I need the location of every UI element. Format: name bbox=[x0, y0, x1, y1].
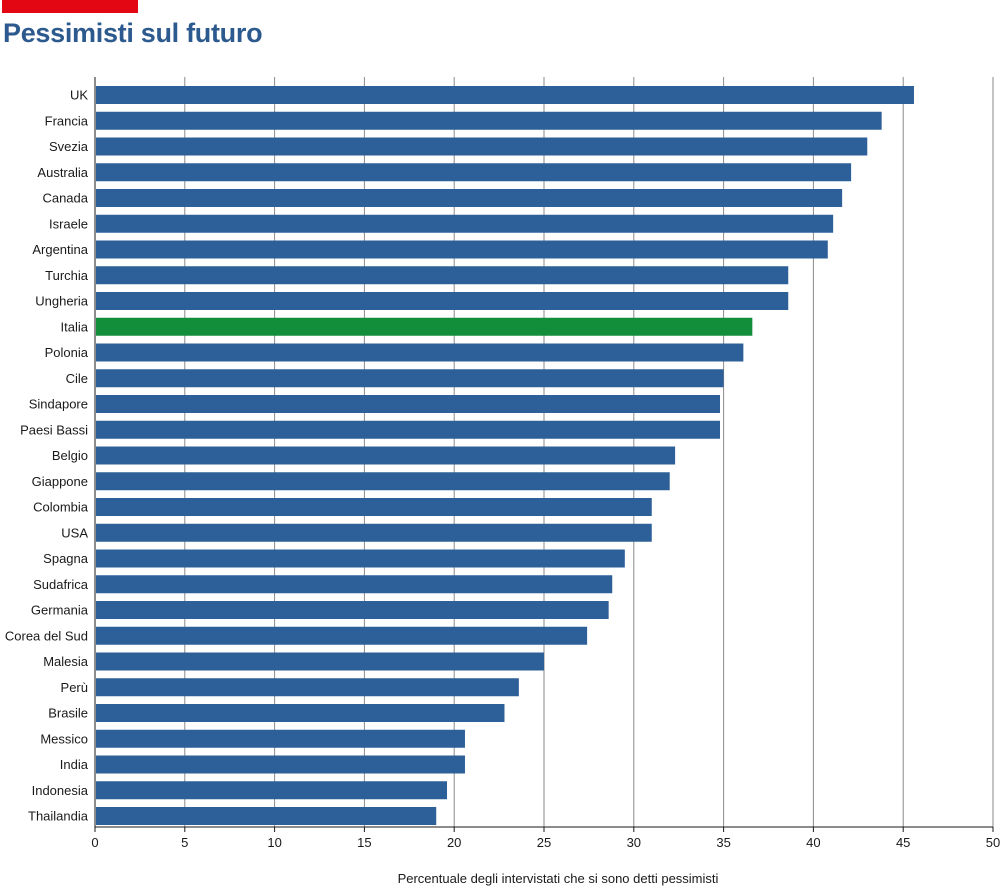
category-label: Canada bbox=[42, 191, 88, 206]
x-tick-label: 35 bbox=[716, 835, 730, 850]
x-axis-label: Percentuale degli intervistati che si so… bbox=[398, 871, 719, 886]
bar bbox=[96, 549, 625, 568]
x-tick-label: 20 bbox=[447, 835, 461, 850]
category-label: Ungheria bbox=[35, 294, 89, 309]
category-label: Corea del Sud bbox=[5, 628, 88, 643]
bar bbox=[96, 626, 588, 645]
bar bbox=[96, 163, 852, 182]
bar bbox=[96, 807, 437, 825]
bar bbox=[96, 395, 721, 413]
bar bbox=[96, 343, 744, 362]
chart-title: Pessimisti sul futuro bbox=[3, 18, 263, 48]
category-labels: UK Francia Svezia Australia Canada Israele Arg… bbox=[5, 88, 89, 824]
header-accent-bar bbox=[2, 0, 138, 13]
bar bbox=[96, 729, 465, 748]
x-tick-label: 10 bbox=[267, 835, 281, 850]
category-label: Belgio bbox=[52, 448, 88, 463]
bar bbox=[96, 317, 753, 336]
category-label: Colombia bbox=[33, 500, 89, 515]
bar bbox=[96, 137, 868, 156]
x-tick-label: 0 bbox=[91, 835, 98, 850]
category-label: Thailandia bbox=[28, 809, 89, 824]
category-label: Turchia bbox=[45, 268, 89, 283]
bar bbox=[96, 781, 448, 800]
category-label: Malesia bbox=[43, 654, 89, 669]
x-axis: 0 5 10 15 20 25 30 35 40 45 50 bbox=[91, 77, 1000, 850]
category-label: Indonesia bbox=[32, 783, 89, 798]
x-tick-label: 40 bbox=[806, 835, 820, 850]
category-label: Paesi Bassi bbox=[20, 422, 88, 437]
category-label: Germania bbox=[31, 603, 89, 618]
bar bbox=[96, 86, 914, 104]
category-label: Messico bbox=[40, 731, 88, 746]
bar bbox=[96, 523, 652, 542]
x-tick-label: 45 bbox=[896, 835, 910, 850]
bar bbox=[96, 652, 544, 671]
bar bbox=[96, 292, 789, 310]
category-label: Perù bbox=[61, 680, 88, 695]
bar bbox=[96, 214, 834, 233]
category-label: Italia bbox=[61, 319, 89, 334]
bar bbox=[96, 678, 519, 697]
category-label: Israele bbox=[49, 216, 88, 231]
category-label: UK bbox=[70, 88, 88, 103]
category-label: Giappone bbox=[32, 474, 88, 489]
bar bbox=[96, 472, 670, 491]
bar bbox=[96, 446, 676, 465]
x-tick-label: 5 bbox=[181, 835, 188, 850]
x-tick-label: 50 bbox=[986, 835, 1000, 850]
bar bbox=[96, 266, 789, 285]
x-tick-label: 30 bbox=[627, 835, 641, 850]
category-label: Spagna bbox=[43, 551, 89, 566]
bar bbox=[96, 704, 505, 722]
x-tick-label: 15 bbox=[357, 835, 371, 850]
bar bbox=[96, 575, 613, 594]
bar bbox=[96, 240, 828, 259]
category-label: Polonia bbox=[45, 345, 89, 360]
bar bbox=[96, 498, 652, 516]
x-tick-label: 25 bbox=[537, 835, 551, 850]
category-label: Sindapore bbox=[29, 397, 88, 412]
category-label: Francia bbox=[45, 113, 89, 128]
category-label: India bbox=[60, 757, 89, 772]
category-label: USA bbox=[61, 525, 88, 540]
category-label: Brasile bbox=[48, 706, 88, 721]
bar bbox=[96, 369, 724, 388]
bar bbox=[96, 601, 609, 619]
category-label: Svezia bbox=[49, 139, 89, 154]
category-label: Sudafrica bbox=[33, 577, 89, 592]
bar bbox=[96, 755, 465, 774]
bar bbox=[96, 420, 721, 439]
category-label: Australia bbox=[37, 165, 88, 180]
bar bbox=[96, 111, 882, 130]
bar bbox=[96, 189, 843, 207]
category-label: Cile bbox=[66, 371, 88, 386]
bars bbox=[96, 86, 914, 825]
category-label: Argentina bbox=[32, 242, 88, 257]
